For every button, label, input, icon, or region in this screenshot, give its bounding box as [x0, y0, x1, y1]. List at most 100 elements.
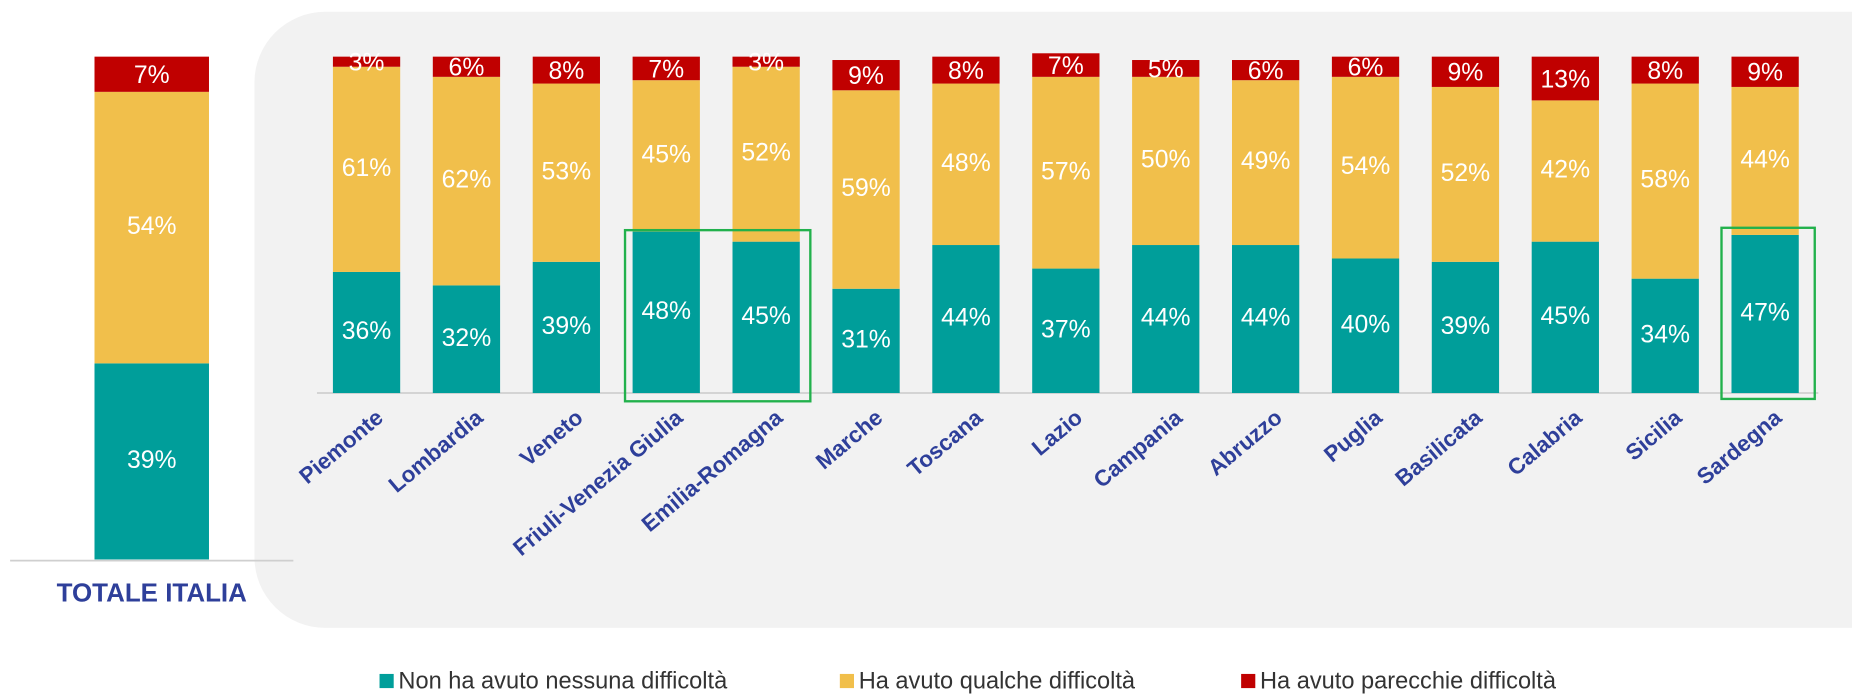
- bar-segment: [1531, 241, 1599, 394]
- value-label: 52%: [1441, 160, 1491, 187]
- bar-segment: [1431, 261, 1500, 394]
- bar-segment: [532, 56, 600, 84]
- bar-segment: [332, 271, 401, 394]
- value-label: 57%: [1041, 158, 1091, 185]
- value-label: 48%: [641, 298, 691, 325]
- bar-segment: [732, 241, 800, 394]
- bar-segment: [1231, 80, 1300, 246]
- bar-segment: [94, 56, 209, 92]
- bar-segment: [1631, 56, 1699, 84]
- value-label: 7%: [1048, 53, 1084, 80]
- value-label: 40%: [1341, 311, 1391, 338]
- bar-segment: [432, 285, 501, 394]
- bar-segment: [1331, 76, 1400, 259]
- value-label: 7%: [648, 56, 684, 83]
- value-label: 6%: [1348, 55, 1384, 82]
- legend-swatch: [839, 673, 855, 689]
- value-label: 59%: [841, 175, 891, 202]
- value-label: 9%: [1747, 60, 1783, 87]
- bar-segment: [1431, 86, 1500, 262]
- value-label: 13%: [1541, 66, 1591, 93]
- value-label: 50%: [1141, 146, 1191, 173]
- bar-segment: [1731, 56, 1799, 87]
- value-label: 53%: [542, 158, 592, 185]
- category-label: TOTALE ITALIA: [57, 578, 248, 608]
- value-label: 39%: [1441, 313, 1491, 340]
- bar-segment: [94, 363, 209, 560]
- value-label: 31%: [841, 326, 891, 353]
- value-label: 52%: [741, 140, 791, 167]
- bar-segment: [332, 56, 401, 67]
- legend-swatch: [1241, 673, 1256, 689]
- value-label: 45%: [641, 141, 691, 168]
- bar-segment: [832, 288, 900, 394]
- legend-label: Ha avuto qualche difficoltà: [859, 668, 1136, 694]
- bar-segment: [432, 76, 501, 286]
- value-label: 54%: [127, 213, 177, 240]
- bar-segment: [432, 56, 501, 77]
- value-label: 34%: [1640, 321, 1690, 348]
- bar-segment: [732, 66, 800, 242]
- highlight-box: [1720, 226, 1816, 401]
- value-label: 8%: [1647, 58, 1683, 85]
- bar-segment: [632, 56, 700, 81]
- value-label: 49%: [1241, 148, 1291, 175]
- bar-segment: [1331, 258, 1400, 394]
- bar-segment: [1631, 278, 1699, 394]
- value-label: 3%: [349, 50, 385, 77]
- bar-segment: [932, 245, 1000, 394]
- bar-segment: [1032, 268, 1100, 394]
- bar-segment: [1631, 83, 1699, 279]
- value-label: 58%: [1640, 167, 1690, 194]
- value-label: 45%: [741, 303, 791, 330]
- value-label: 36%: [342, 318, 392, 345]
- bar-segment: [1731, 86, 1799, 235]
- bar-segment: [932, 83, 1000, 246]
- value-label: 6%: [1248, 58, 1284, 85]
- bar-segment: [632, 231, 700, 394]
- bar-segment: [1531, 100, 1599, 242]
- bar-segment: [1731, 234, 1799, 394]
- value-label: 32%: [442, 325, 492, 352]
- bar-segment: [1431, 56, 1500, 87]
- value-label: 44%: [1241, 305, 1291, 332]
- value-label: 9%: [848, 63, 884, 90]
- value-label: 44%: [1740, 146, 1790, 173]
- bar-segment: [1132, 60, 1200, 77]
- bar-segment: [1331, 56, 1400, 77]
- legend-label: Non ha avuto nessuna difficoltà: [398, 668, 728, 694]
- value-label: 8%: [948, 58, 984, 85]
- bar-segment: [1531, 56, 1599, 101]
- value-label: 3%: [748, 50, 784, 77]
- value-label: 6%: [449, 55, 485, 82]
- legend: Non ha avuto nessuna difficoltà Ha avuto …: [379, 668, 1557, 694]
- value-label: 45%: [1541, 303, 1591, 330]
- bar-segment: [832, 90, 900, 289]
- legend-label: Ha avuto parecchie difficoltà: [1260, 668, 1557, 694]
- value-label: 39%: [542, 313, 592, 340]
- value-label: 54%: [1341, 153, 1391, 180]
- value-label: 39%: [127, 447, 177, 474]
- bar-segment: [932, 56, 1000, 84]
- bar-segment: [532, 83, 600, 262]
- bar-segment: [732, 56, 800, 67]
- value-label: 44%: [941, 305, 991, 332]
- value-label: 42%: [1541, 157, 1591, 184]
- bar-segment: [1132, 245, 1200, 394]
- bar-segment: [1032, 76, 1100, 269]
- bar-segment: [332, 66, 401, 272]
- bar-segment: [1132, 76, 1200, 246]
- value-label: 61%: [342, 155, 392, 182]
- value-label: 5%: [1148, 56, 1184, 83]
- value-label: 62%: [442, 167, 492, 194]
- value-label: 44%: [1141, 305, 1191, 332]
- bar-segment: [832, 60, 900, 91]
- value-label: 48%: [941, 150, 991, 177]
- legend-swatch: [379, 673, 394, 689]
- bar-segment: [632, 80, 700, 232]
- bar-segment: [1231, 245, 1300, 394]
- value-label: 47%: [1740, 300, 1790, 327]
- bar-segment: [1231, 60, 1300, 81]
- bar-segment: [532, 261, 600, 394]
